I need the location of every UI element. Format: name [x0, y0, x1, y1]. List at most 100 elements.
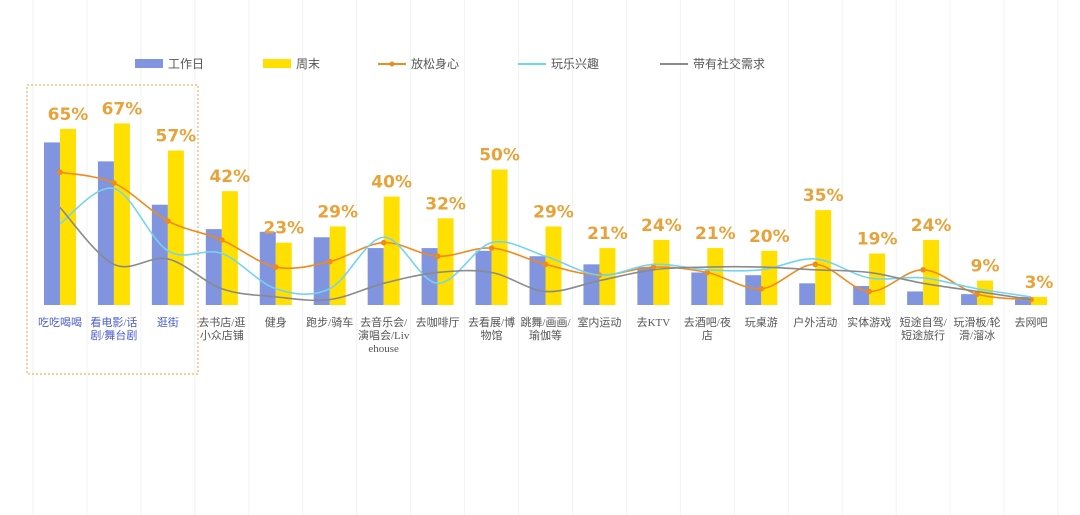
bar — [961, 294, 978, 305]
legend-label: 工作日 — [168, 57, 204, 71]
bar — [43, 142, 60, 305]
bar — [221, 191, 238, 305]
x-tick-label: 去音乐会/演唱会/Livehouse — [357, 317, 410, 355]
bar — [637, 267, 654, 305]
value-label: 67% — [102, 99, 143, 119]
value-label: 40% — [371, 173, 412, 193]
bar — [923, 239, 940, 305]
value-label: 50% — [479, 146, 520, 166]
value-label: 24% — [641, 216, 682, 236]
value-label: 29% — [533, 202, 574, 222]
value-label: 9% — [971, 257, 1000, 277]
x-tick-label: 去看展/博物馆 — [468, 317, 516, 342]
legend-swatch — [135, 59, 163, 68]
bar — [745, 275, 762, 305]
value-label: 21% — [587, 224, 628, 244]
point — [434, 253, 441, 260]
value-label: 23% — [263, 219, 304, 239]
x-tick-label: 吃吃喝喝 — [37, 317, 82, 329]
point — [866, 288, 872, 295]
x-tick-label: 玩滑板/轮滑/溜冰 — [953, 317, 1001, 342]
value-label: 32% — [425, 194, 466, 214]
bar — [151, 204, 168, 305]
bar — [437, 218, 454, 305]
value-label: 24% — [911, 216, 952, 236]
x-tick-label: 去书店/逛小众店铺 — [198, 317, 246, 342]
bar — [475, 250, 492, 305]
bar — [707, 248, 724, 305]
point — [974, 291, 980, 297]
point — [704, 269, 711, 276]
bar — [691, 272, 708, 305]
bar — [653, 239, 670, 305]
bar — [383, 196, 400, 305]
bar — [275, 242, 292, 305]
bar — [761, 250, 778, 305]
point — [57, 169, 63, 176]
bar — [907, 291, 924, 305]
bar — [1031, 296, 1048, 305]
x-tick-label: 跳舞/画画/瑜伽等 — [520, 317, 571, 342]
x-tick-label: 实体游戏 — [847, 317, 892, 329]
point — [272, 264, 279, 270]
point — [380, 239, 387, 246]
bar — [97, 161, 114, 305]
point — [488, 245, 495, 251]
bar — [799, 283, 816, 305]
x-tick-label: 户外活动 — [793, 317, 838, 329]
line — [59, 187, 1032, 298]
value-label: 35% — [803, 186, 844, 206]
bar — [421, 248, 438, 305]
point — [758, 285, 765, 292]
bar — [205, 229, 222, 305]
bar — [1015, 296, 1032, 305]
line — [59, 206, 1032, 302]
highlight-box — [26, 84, 199, 375]
value-label: 42% — [209, 167, 250, 187]
value-label: 19% — [857, 230, 898, 250]
x-tick-label: 去网吧 — [1014, 317, 1048, 329]
value-label: 29% — [317, 202, 358, 222]
value-label: 57% — [156, 127, 197, 147]
bar — [367, 248, 384, 305]
value-label: 65% — [48, 105, 89, 125]
bar — [599, 248, 616, 305]
x-tick-label: 玩桌游 — [744, 317, 778, 329]
legend-label: 带有社交需求 — [693, 56, 765, 71]
bar — [113, 123, 130, 306]
bar — [313, 237, 330, 305]
x-tick-label: 逛街 — [156, 317, 179, 329]
legend-label: 玩乐兴趣 — [551, 56, 599, 71]
value-label: 20% — [749, 227, 790, 247]
point — [920, 266, 926, 273]
x-tick-label: 室内运动 — [577, 317, 622, 329]
bar — [167, 150, 184, 305]
value-label: 21% — [695, 224, 736, 244]
point — [111, 180, 117, 186]
point — [542, 261, 549, 268]
x-tick-label: 看电影/话剧/舞台剧 — [90, 317, 138, 342]
point — [650, 264, 657, 270]
point — [1028, 296, 1034, 303]
x-tick-label: 短途自驾/短途旅行 — [899, 317, 947, 342]
x-tick-label: 去咖啡厅 — [415, 317, 460, 329]
bar — [529, 256, 546, 305]
value-label: 3% — [1025, 273, 1054, 293]
legend-label: 周末 — [296, 57, 320, 71]
x-tick-label: 健身 — [264, 317, 287, 329]
x-tick-label: 去酒吧/夜店 — [683, 317, 731, 342]
bar — [491, 169, 508, 305]
legend-marker — [389, 61, 395, 67]
legend-swatch — [263, 59, 291, 68]
bar — [815, 210, 832, 305]
x-tick-label: 去KTV — [636, 317, 671, 329]
point — [165, 218, 171, 224]
point — [812, 261, 819, 268]
legend-label: 放松身心 — [411, 56, 459, 71]
point — [219, 237, 225, 243]
bar — [329, 226, 346, 305]
x-tick-label: 跑步/骑车 — [306, 317, 354, 329]
point — [326, 258, 333, 265]
